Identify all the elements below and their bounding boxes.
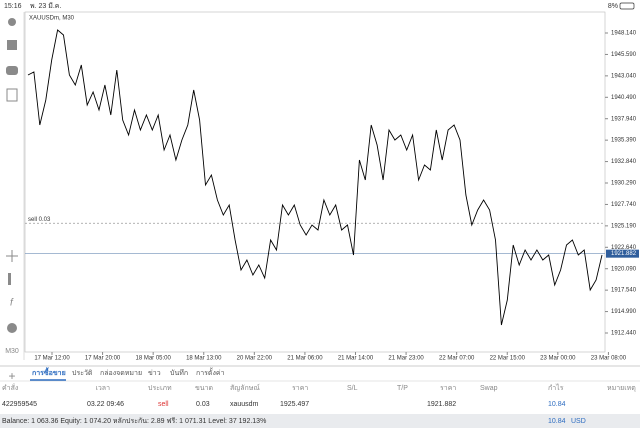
x-tick-label: 23 Mar 00:00	[540, 356, 576, 362]
bid-label-bg	[606, 249, 639, 258]
bid-label: 1921.882	[611, 251, 637, 257]
y-tick-label: 1920.090	[611, 266, 637, 272]
table-header: ราคา	[292, 385, 308, 392]
crosshair-icon[interactable]	[6, 250, 18, 262]
status-date: พ. 23 มี.ค.	[30, 2, 61, 10]
tab[interactable]: บันทึก	[170, 368, 188, 377]
order-line-label: sell 0.03	[28, 217, 51, 223]
table-header: ราคา	[440, 385, 456, 392]
x-tick-label: 17 Mar 20:00	[85, 356, 121, 362]
table-cell[interactable]: 1925.497	[280, 401, 309, 408]
y-tick-label: 1912.440	[611, 331, 637, 337]
x-tick-label: 18 Mar 13:00	[186, 356, 222, 362]
table-cell[interactable]: sell	[158, 401, 169, 408]
table-header: คำสั่ง	[2, 383, 18, 392]
x-tick-label: 21 Mar 06:00	[287, 356, 323, 362]
y-tick-label: 1945.590	[611, 52, 637, 58]
trade-icon[interactable]	[7, 40, 17, 50]
table-header: ขนาด	[195, 385, 213, 392]
battery-icon	[619, 2, 635, 10]
table-cell[interactable]: 0.03	[196, 401, 210, 408]
tab[interactable]: ประวัติ	[72, 369, 93, 377]
table-header: หมายเหตุ	[607, 385, 636, 392]
x-tick-label: 21 Mar 23:00	[388, 356, 424, 362]
chat-icon[interactable]	[6, 66, 18, 75]
x-tick-label: 22 Mar 15:00	[490, 356, 526, 362]
y-tick-label: 1917.540	[611, 288, 637, 294]
y-tick-label: 1930.290	[611, 181, 637, 187]
table-cell[interactable]: 10.84	[548, 401, 566, 408]
y-tick-label: 1948.140	[611, 31, 637, 37]
indicator-icon[interactable]	[8, 273, 11, 285]
y-tick-label: 1922.640	[611, 245, 637, 251]
function-icon[interactable]: f	[10, 298, 14, 309]
y-tick-label: 1943.040	[611, 73, 637, 79]
chart-title: XAUUSDm, M30	[29, 16, 75, 22]
x-tick-label: 20 Mar 22:00	[237, 356, 273, 362]
add-icon[interactable]: +	[8, 369, 15, 383]
x-tick-label: 17 Mar 12:00	[34, 356, 70, 362]
y-tick-label: 1937.940	[611, 116, 637, 122]
y-tick-label: 1940.490	[611, 95, 637, 101]
table-header: S/L	[347, 385, 358, 392]
account-icon[interactable]	[8, 18, 16, 26]
table-header: สัญลักษณ์	[230, 384, 260, 392]
table-header: เวลา	[95, 385, 110, 392]
price-line	[27, 29, 603, 326]
x-tick-label: 23 Mar 08:00	[591, 356, 627, 362]
balance-profit: 10.84	[548, 418, 566, 425]
y-tick-label: 1925.190	[611, 223, 637, 229]
table-cell[interactable]: 422959545	[2, 401, 37, 408]
new-order-icon[interactable]	[6, 88, 18, 102]
y-tick-label: 1935.390	[611, 138, 637, 144]
balance-bar	[0, 414, 640, 428]
table-cell[interactable]: xauusdm	[230, 401, 259, 408]
tab[interactable]: ข่าว	[148, 370, 161, 377]
balance-currency: USD	[571, 418, 586, 425]
toolbar-icons: f +	[6, 18, 18, 383]
table-cell[interactable]: 1921.882	[427, 401, 456, 408]
chart-frame	[24, 11, 606, 353]
status-time: 15:16	[4, 3, 22, 10]
battery-level: 8%	[608, 3, 618, 10]
tab[interactable]: กล่องจดหมาย	[100, 370, 142, 377]
table-header: กำไร	[548, 383, 564, 392]
tab[interactable]: การซื้อขาย	[32, 366, 66, 377]
y-tick-label: 1927.740	[611, 202, 637, 208]
x-tick-label: 21 Mar 14:00	[338, 356, 374, 362]
objects-icon[interactable]	[7, 323, 17, 333]
tab[interactable]: การตั้งค่า	[196, 366, 225, 377]
x-tick-label: 18 Mar 05:00	[135, 356, 171, 362]
table-cell[interactable]: 03.22 09:46	[87, 401, 124, 408]
timeframe-label[interactable]: M30	[5, 348, 19, 355]
y-tick-label: 1914.990	[611, 309, 637, 315]
x-tick-label: 22 Mar 07:00	[439, 356, 475, 362]
y-tick-label: 1932.840	[611, 159, 637, 165]
table-header: ประเภท	[148, 385, 172, 392]
table-header: T/P	[397, 385, 408, 392]
balance-summary: Balance: 1 063.36 Equity: 1 074.20 หลักป…	[2, 417, 266, 425]
table-header: Swap	[480, 385, 498, 392]
